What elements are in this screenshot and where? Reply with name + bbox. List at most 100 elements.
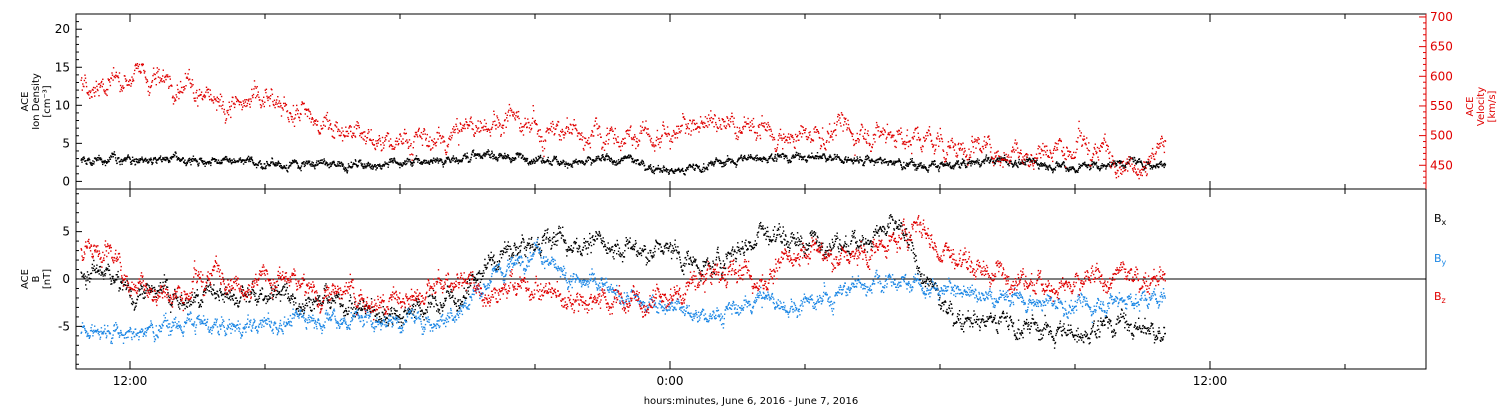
ion-density-point	[1061, 163, 1063, 166]
velocity-point	[965, 155, 967, 158]
ion-density-point	[287, 171, 289, 173]
velocity-point	[115, 71, 117, 74]
velocity-point	[630, 125, 632, 127]
ion-density-point	[143, 159, 146, 162]
velocity-point	[626, 133, 628, 135]
velocity-point	[920, 146, 922, 149]
ion-density-point	[87, 158, 90, 160]
ion-density-point	[328, 164, 330, 166]
ion-density-point	[364, 163, 366, 165]
velocity-point	[428, 140, 430, 143]
velocity-point	[764, 122, 766, 124]
ion-density-point	[402, 162, 405, 164]
velocity-point	[317, 129, 319, 132]
velocity-point	[372, 143, 374, 146]
velocity-point	[84, 74, 86, 76]
velocity-point	[879, 135, 881, 137]
velocity-point	[1105, 150, 1107, 152]
velocity-point	[655, 139, 657, 142]
ion-density-point	[1148, 162, 1150, 164]
ion-density-point	[478, 155, 480, 157]
velocity-point	[158, 81, 161, 84]
velocity-point	[382, 147, 385, 149]
velocity-point	[938, 138, 940, 140]
velocity-point	[107, 78, 109, 80]
ion-density-point	[1016, 164, 1018, 166]
ion-density-point	[507, 156, 509, 158]
velocity-point	[267, 96, 270, 99]
ion-density-point	[1100, 165, 1103, 167]
velocity-point	[677, 132, 679, 134]
ion-density-point	[605, 155, 608, 157]
bx-point	[99, 265, 102, 268]
ion-density-point	[141, 156, 143, 158]
velocity-point	[989, 151, 992, 153]
bx-point	[206, 284, 208, 287]
velocity-point	[418, 127, 420, 130]
ion-density-point	[1090, 167, 1092, 169]
ion-density-point	[772, 158, 774, 161]
velocity-point	[312, 124, 315, 126]
ion-density-point	[964, 164, 966, 167]
ion-density-point	[247, 157, 249, 159]
ion-density-point	[159, 157, 161, 160]
velocity-point	[460, 129, 463, 131]
velocity-point	[1078, 120, 1080, 123]
ion-density-point	[240, 159, 242, 161]
velocity-point	[117, 77, 120, 79]
ion-density-point	[1108, 165, 1111, 167]
ion-density-point	[936, 166, 939, 169]
bx-point	[89, 281, 91, 283]
ion-density-point	[1035, 160, 1037, 163]
bx-point	[117, 276, 120, 278]
velocity-point	[425, 137, 427, 140]
velocity-point	[1019, 152, 1021, 154]
bx-point	[103, 273, 105, 276]
ion-density-point	[607, 156, 610, 158]
velocity-point	[669, 140, 671, 142]
ion-density-point	[1163, 163, 1165, 166]
ion-density-point	[513, 159, 516, 161]
ion-density-point	[1047, 168, 1049, 170]
velocity-point	[881, 133, 884, 135]
velocity-point	[147, 90, 149, 93]
velocity-point	[358, 126, 360, 129]
ion-density-point	[151, 163, 153, 166]
velocity-point	[843, 117, 845, 119]
ion-density-point	[411, 165, 413, 167]
velocity-point	[819, 137, 821, 139]
ion-density-point	[148, 161, 150, 163]
velocity-point	[191, 79, 194, 81]
ion-density-point	[1134, 159, 1137, 162]
ion-density-point	[709, 162, 712, 164]
velocity-point	[273, 99, 276, 101]
velocity-point	[200, 91, 203, 93]
ion-density-point	[1152, 166, 1155, 168]
velocity-point	[432, 141, 434, 143]
velocity-point	[981, 151, 983, 154]
ion-density-point	[1119, 161, 1122, 163]
ion-density-point	[724, 161, 727, 163]
velocity-point	[702, 123, 704, 125]
ion-density-point	[928, 166, 930, 169]
ion-density-point	[296, 163, 299, 165]
ion-density-point	[476, 153, 478, 156]
velocity-point	[94, 95, 96, 97]
velocity-point	[279, 102, 282, 105]
velocity-point	[571, 133, 573, 135]
velocity-point	[597, 134, 599, 136]
ion-density-point	[293, 161, 295, 163]
velocity-point	[390, 144, 392, 146]
velocity-point	[541, 146, 544, 148]
ion-density-point	[665, 169, 667, 171]
velocity-point	[232, 96, 234, 99]
velocity-point	[391, 145, 393, 147]
velocity-point	[1039, 146, 1041, 148]
ion-density-point	[584, 162, 587, 165]
bx-point	[161, 291, 163, 293]
ion-density-point	[89, 159, 91, 161]
velocity-point	[1064, 158, 1066, 160]
ion-density-point	[685, 169, 687, 171]
velocity-point	[547, 128, 549, 130]
ion-density-point	[923, 164, 925, 166]
